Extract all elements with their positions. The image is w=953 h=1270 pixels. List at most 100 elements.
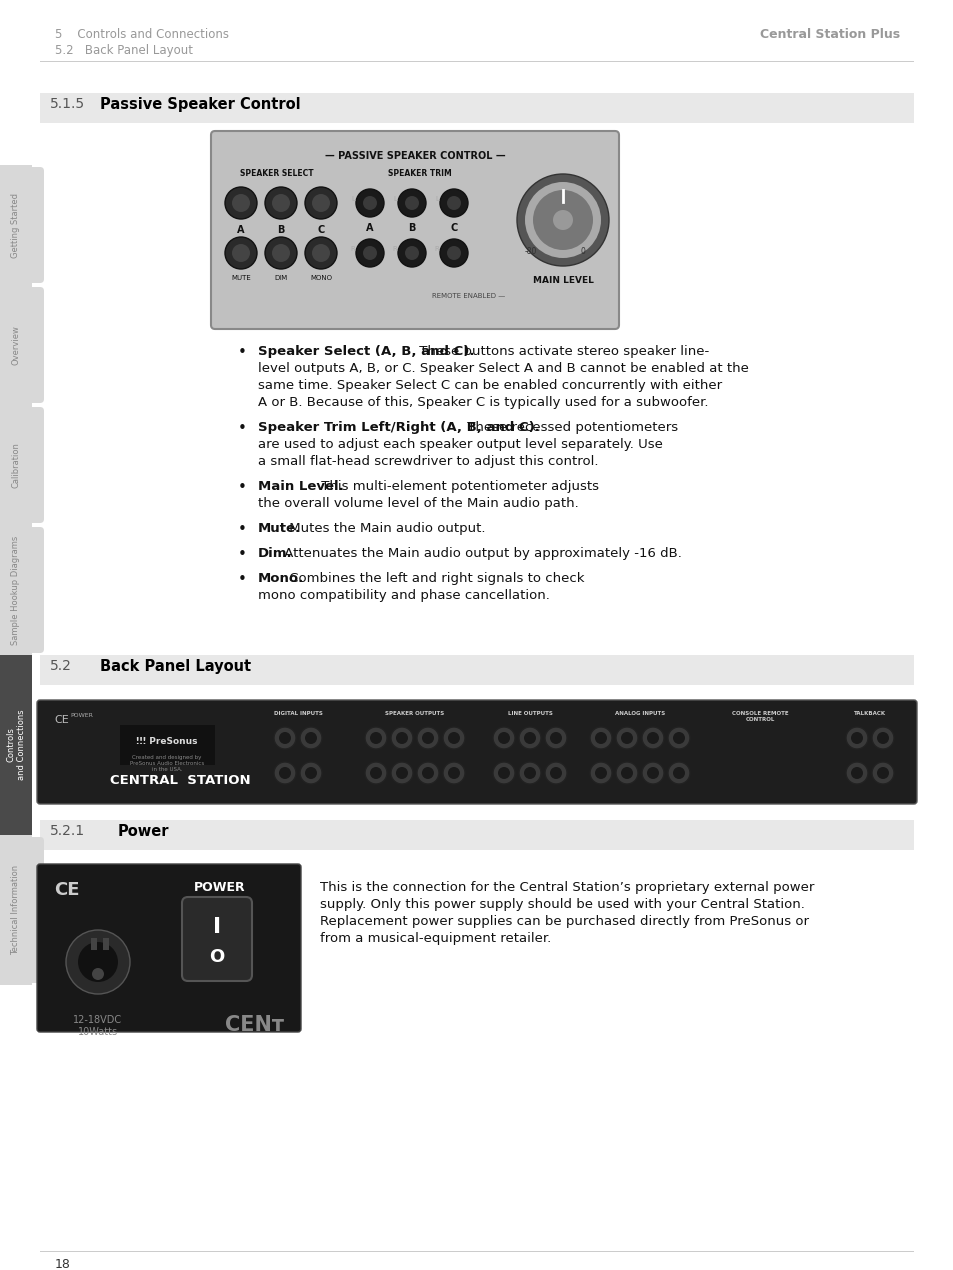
Bar: [0, 165, 32, 284]
Circle shape: [589, 726, 612, 749]
Text: POWER: POWER: [71, 712, 93, 718]
Circle shape: [850, 732, 862, 744]
Text: R: R: [350, 246, 355, 251]
Text: Sample Hookup Diagrams: Sample Hookup Diagrams: [11, 536, 20, 645]
Circle shape: [497, 732, 510, 744]
Circle shape: [365, 726, 387, 749]
Circle shape: [448, 732, 459, 744]
Circle shape: [553, 210, 573, 230]
Circle shape: [442, 762, 464, 784]
Circle shape: [265, 237, 296, 269]
Circle shape: [620, 732, 633, 744]
Text: C: C: [450, 224, 457, 232]
Text: Speaker Trim Left/Right (A, B, and C).: Speaker Trim Left/Right (A, B, and C).: [257, 420, 539, 434]
Circle shape: [493, 762, 515, 784]
Text: Main Level.: Main Level.: [257, 480, 343, 493]
Text: Mono.: Mono.: [257, 572, 304, 585]
Text: TALKBACK: TALKBACK: [853, 711, 885, 716]
Circle shape: [646, 732, 659, 744]
Text: L: L: [351, 196, 355, 202]
Text: MAIN LEVEL: MAIN LEVEL: [532, 276, 593, 284]
Circle shape: [550, 767, 561, 779]
Circle shape: [595, 732, 606, 744]
Circle shape: [518, 726, 540, 749]
Circle shape: [550, 732, 561, 744]
Bar: [40, 655, 913, 685]
Text: •: •: [237, 572, 246, 587]
Circle shape: [517, 174, 608, 265]
Text: •: •: [237, 345, 246, 359]
Circle shape: [232, 194, 250, 212]
Circle shape: [66, 930, 130, 994]
Circle shape: [672, 767, 684, 779]
Circle shape: [667, 762, 689, 784]
Circle shape: [421, 767, 434, 779]
Text: CE: CE: [54, 715, 69, 725]
Circle shape: [672, 732, 684, 744]
Text: POWER: POWER: [194, 881, 246, 894]
Text: Controls
and Connections: Controls and Connections: [7, 710, 26, 780]
Text: 5.2: 5.2: [50, 659, 71, 673]
Text: Replacement power supplies can be purchased directly from PreSonus or: Replacement power supplies can be purcha…: [319, 914, 808, 928]
Bar: [40, 93, 913, 123]
Text: a small flat-head screwdriver to adjust this control.: a small flat-head screwdriver to adjust …: [257, 455, 598, 469]
Circle shape: [493, 726, 515, 749]
Circle shape: [416, 762, 438, 784]
Text: 5.2   Back Panel Layout: 5.2 Back Panel Layout: [55, 44, 193, 57]
Circle shape: [667, 726, 689, 749]
Circle shape: [871, 726, 893, 749]
Text: are used to adjust each speaker output level separately. Use: are used to adjust each speaker output l…: [257, 438, 662, 451]
Circle shape: [524, 182, 600, 258]
Text: MUTE: MUTE: [231, 276, 251, 281]
Circle shape: [620, 767, 633, 779]
Text: DIGITAL INPUTS: DIGITAL INPUTS: [274, 711, 322, 716]
Text: These recessed potentiometers: These recessed potentiometers: [463, 420, 678, 434]
Circle shape: [312, 194, 330, 212]
Text: This multi-element potentiometer adjusts: This multi-element potentiometer adjusts: [317, 480, 598, 493]
Text: •: •: [237, 522, 246, 537]
Circle shape: [876, 767, 888, 779]
FancyBboxPatch shape: [211, 131, 618, 329]
Text: level outputs A, B, or C. Speaker Select A and B cannot be enabled at the: level outputs A, B, or C. Speaker Select…: [257, 362, 748, 375]
Circle shape: [91, 968, 104, 980]
Text: 0: 0: [580, 246, 585, 257]
Circle shape: [265, 187, 296, 218]
Text: Getting Started: Getting Started: [11, 193, 20, 258]
Text: REMOTE ENABLED —: REMOTE ENABLED —: [432, 293, 504, 298]
Circle shape: [497, 767, 510, 779]
Text: B: B: [408, 224, 416, 232]
Circle shape: [421, 732, 434, 744]
Text: R: R: [434, 246, 438, 251]
Circle shape: [355, 239, 384, 267]
Text: LINE OUTPUTS: LINE OUTPUTS: [507, 711, 552, 716]
Text: R: R: [392, 246, 396, 251]
Circle shape: [370, 732, 381, 744]
Circle shape: [305, 187, 336, 218]
Text: Overview: Overview: [11, 325, 20, 364]
Circle shape: [544, 726, 566, 749]
Circle shape: [589, 762, 612, 784]
Circle shape: [391, 762, 413, 784]
Circle shape: [523, 767, 536, 779]
Circle shape: [416, 726, 438, 749]
Text: Mutes the Main audio output.: Mutes the Main audio output.: [285, 522, 485, 535]
Text: CENTRAL  STATION: CENTRAL STATION: [110, 773, 250, 787]
Text: 18: 18: [55, 1259, 71, 1270]
FancyBboxPatch shape: [24, 527, 44, 653]
Circle shape: [544, 762, 566, 784]
Text: •: •: [237, 420, 246, 436]
Text: A or B. Because of this, Speaker C is typically used for a subwoofer.: A or B. Because of this, Speaker C is ty…: [257, 396, 708, 409]
Circle shape: [616, 726, 638, 749]
Circle shape: [365, 762, 387, 784]
Text: A: A: [366, 224, 374, 232]
Circle shape: [845, 726, 867, 749]
Bar: [91, 939, 97, 950]
Circle shape: [395, 732, 408, 744]
FancyBboxPatch shape: [24, 287, 44, 403]
Text: — PASSIVE SPEAKER CONTROL —: — PASSIVE SPEAKER CONTROL —: [324, 151, 505, 161]
Circle shape: [274, 726, 295, 749]
Text: mono compatibility and phase cancellation.: mono compatibility and phase cancellatio…: [257, 589, 549, 602]
Bar: [0, 525, 32, 655]
FancyBboxPatch shape: [24, 837, 44, 983]
Circle shape: [299, 762, 322, 784]
